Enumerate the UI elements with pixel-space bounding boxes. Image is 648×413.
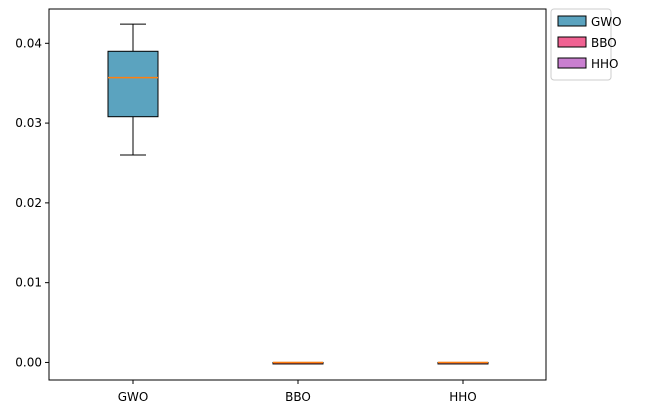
plot-area-frame bbox=[48, 8, 547, 381]
y-tick-label: 0.02 bbox=[15, 196, 42, 210]
legend-label: GWO bbox=[591, 15, 622, 29]
box-hho bbox=[437, 361, 489, 365]
x-tick-label: GWO bbox=[118, 390, 149, 404]
box-series bbox=[107, 23, 489, 365]
legend: GWO BBO HHO bbox=[550, 8, 622, 81]
y-tick-label: 0.01 bbox=[15, 276, 42, 290]
x-axis-ticks: GWO BBO HHO bbox=[118, 380, 477, 404]
x-tick-label: BBO bbox=[285, 390, 311, 404]
box-body bbox=[107, 50, 159, 118]
y-tick-label: 0.04 bbox=[15, 36, 42, 50]
legend-label: BBO bbox=[591, 36, 617, 50]
box-gwo bbox=[107, 23, 159, 156]
legend-swatch bbox=[557, 15, 587, 27]
y-axis-ticks: 0.00 0.01 0.02 0.03 0.04 bbox=[15, 36, 49, 369]
legend-swatch bbox=[557, 57, 587, 69]
y-tick-label: 0.03 bbox=[15, 116, 42, 130]
box-bbo bbox=[272, 361, 324, 365]
y-tick-label: 0.00 bbox=[15, 355, 42, 369]
x-tick-label: HHO bbox=[449, 390, 477, 404]
legend-swatch bbox=[557, 36, 587, 48]
legend-label: HHO bbox=[591, 57, 619, 71]
